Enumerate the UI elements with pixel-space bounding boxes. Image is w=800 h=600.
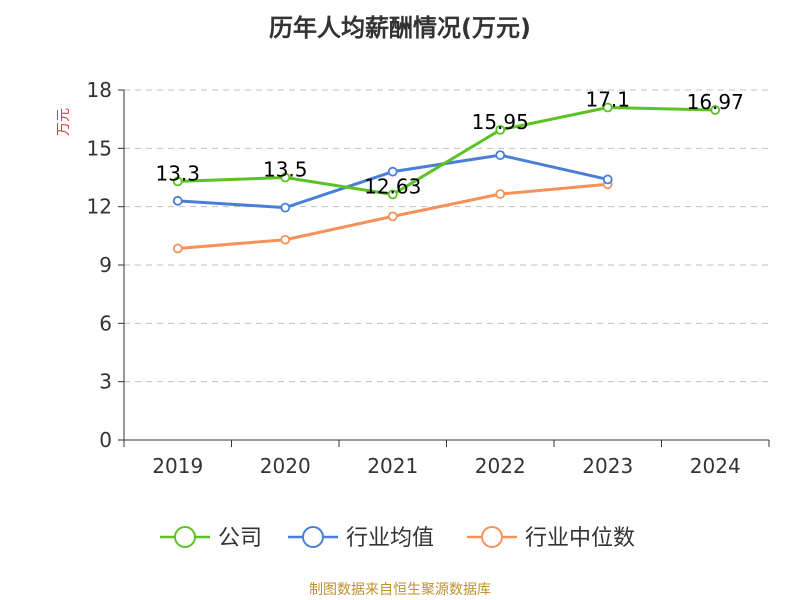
- legend-item[interactable]: 行业中位数: [467, 526, 635, 551]
- legend-label: 公司: [218, 526, 262, 551]
- y-tick-label: 15: [87, 136, 112, 160]
- legend-marker: [302, 526, 324, 548]
- grid-lines: [124, 89, 769, 383]
- x-tick-label: 2023: [582, 454, 633, 478]
- x-tick-label: 2019: [152, 454, 203, 478]
- data-point[interactable]: [280, 234, 291, 245]
- x-tick-label: 2022: [475, 454, 526, 478]
- legend-marker: [174, 526, 196, 548]
- y-tick-label: 18: [87, 78, 112, 102]
- series-industry-median: [172, 179, 613, 254]
- data-point[interactable]: [172, 195, 183, 206]
- data-label: 12.63: [364, 174, 421, 198]
- data-point[interactable]: [602, 174, 613, 185]
- legend-marker: [481, 526, 503, 548]
- y-tick-label: 3: [99, 370, 112, 394]
- y-axis-title: 万元: [56, 108, 72, 136]
- y-tick-label: 0: [99, 428, 112, 452]
- series-company: [172, 102, 721, 200]
- y-tick-label: 12: [87, 195, 112, 219]
- data-point[interactable]: [387, 189, 398, 200]
- legend-label: 行业均值: [346, 526, 434, 551]
- data-labels: 13.3 13.5 12.63 15.95 17.1 16.97: [155, 88, 743, 199]
- source-note: 制图数据来自恒生聚源数据库: [309, 582, 491, 598]
- data-label: 17.1: [585, 88, 630, 112]
- data-point[interactable]: [387, 166, 398, 177]
- legend-item[interactable]: 公司: [160, 526, 262, 551]
- data-point[interactable]: [172, 176, 183, 187]
- data-label: 15.95: [472, 110, 529, 134]
- data-point[interactable]: [280, 172, 291, 183]
- data-point[interactable]: [280, 202, 291, 213]
- y-tick-label: 9: [99, 253, 112, 277]
- axes: 0 3 6 9 12 15 18 2019 2020 2021 2022 2023 2024: [87, 78, 770, 478]
- data-point[interactable]: [495, 124, 506, 135]
- chart-title: 历年人均薪酬情况(万元): [269, 14, 531, 42]
- data-point[interactable]: [495, 150, 506, 161]
- series-industry-mean: [172, 150, 613, 213]
- data-point[interactable]: [387, 211, 398, 222]
- data-point[interactable]: [710, 105, 721, 115]
- data-label: 13.5: [263, 158, 308, 182]
- series-lines: [172, 102, 721, 254]
- x-tick-label: 2021: [367, 454, 418, 478]
- y-tick-label: 6: [99, 311, 112, 335]
- data-point[interactable]: [172, 243, 183, 254]
- data-label: 13.3: [155, 161, 200, 185]
- legend: 公司 行业均值 行业中位数: [160, 526, 635, 551]
- data-point[interactable]: [495, 189, 506, 199]
- data-label: 16.97: [687, 90, 744, 114]
- legend-item[interactable]: 行业均值: [288, 526, 434, 551]
- legend-label: 行业中位数: [525, 526, 635, 551]
- x-tick-label: 2024: [690, 454, 741, 478]
- x-tick-label: 2020: [260, 454, 311, 478]
- series-line: [176, 106, 717, 196]
- data-point[interactable]: [602, 102, 613, 113]
